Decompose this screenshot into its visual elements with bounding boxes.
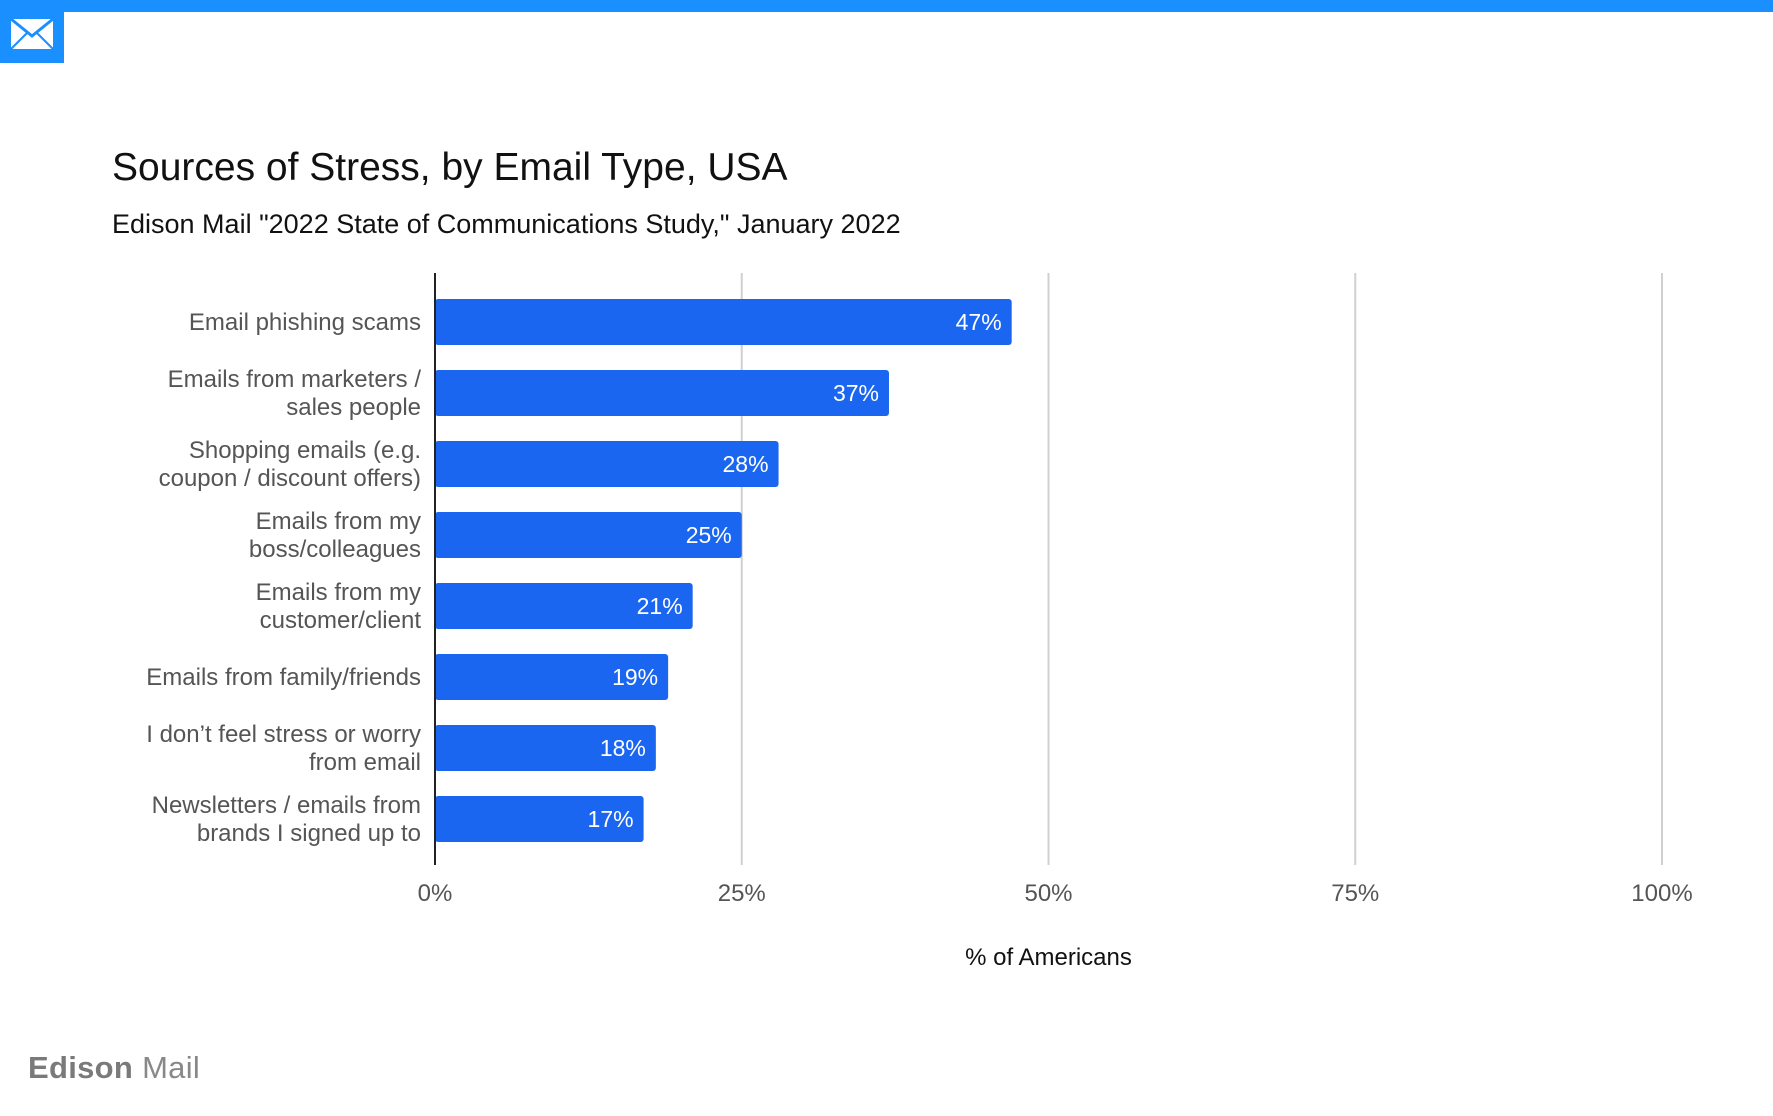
bar-value-label: 18%: [600, 735, 646, 761]
bar-value-label: 47%: [956, 309, 1002, 335]
category-label: Shopping emails (e.g.: [189, 437, 421, 464]
category-label: Emails from family/friends: [146, 664, 421, 691]
category-label: Emails from my: [256, 579, 421, 606]
logo-badge: [0, 12, 64, 63]
bar: [435, 512, 742, 558]
category-label: Newsletters / emails from: [152, 792, 421, 819]
x-tick-label: 50%: [1024, 880, 1072, 907]
bar: [435, 796, 644, 842]
x-tick-label: 100%: [1631, 880, 1692, 907]
category-label: Email phishing scams: [189, 309, 421, 336]
category-label: from email: [309, 749, 421, 776]
x-axis-title: % of Americans: [965, 944, 1132, 971]
bar: [435, 441, 779, 487]
category-label: boss/colleagues: [249, 536, 421, 563]
bar-value-label: 25%: [686, 522, 732, 548]
bar: [435, 725, 656, 771]
brand-light: Mail: [142, 1050, 201, 1085]
category-label: Emails from my: [256, 508, 421, 535]
x-tick-label: 25%: [718, 880, 766, 907]
bar-value-label: 17%: [588, 806, 634, 832]
bar-value-label: 28%: [723, 451, 769, 477]
x-tick-label: 0%: [418, 880, 453, 907]
x-tick-label: 75%: [1331, 880, 1379, 907]
category-label: coupon / discount offers): [159, 465, 421, 492]
bar: [435, 370, 889, 416]
category-label: customer/client: [260, 607, 422, 634]
chart-subtitle: Edison Mail "2022 State of Communication…: [112, 209, 901, 239]
brand-wordmark: Edison Mail: [28, 1050, 200, 1086]
category-label: Emails from marketers /: [168, 366, 422, 393]
category-label: sales people: [286, 394, 421, 421]
bar: [435, 654, 669, 700]
category-label: brands I signed up to: [197, 820, 421, 847]
chart-title: Sources of Stress, by Email Type, USA: [112, 146, 788, 189]
brand-bold: Edison: [28, 1050, 134, 1085]
envelope-icon: [10, 17, 54, 50]
bar-value-label: 37%: [833, 380, 879, 406]
bar-value-label: 21%: [637, 593, 683, 619]
bar: [435, 583, 693, 629]
category-label: I don’t feel stress or worry: [146, 721, 421, 748]
top-accent-bar: [0, 0, 1773, 12]
bar: [435, 299, 1012, 345]
bar-value-label: 19%: [612, 664, 658, 690]
